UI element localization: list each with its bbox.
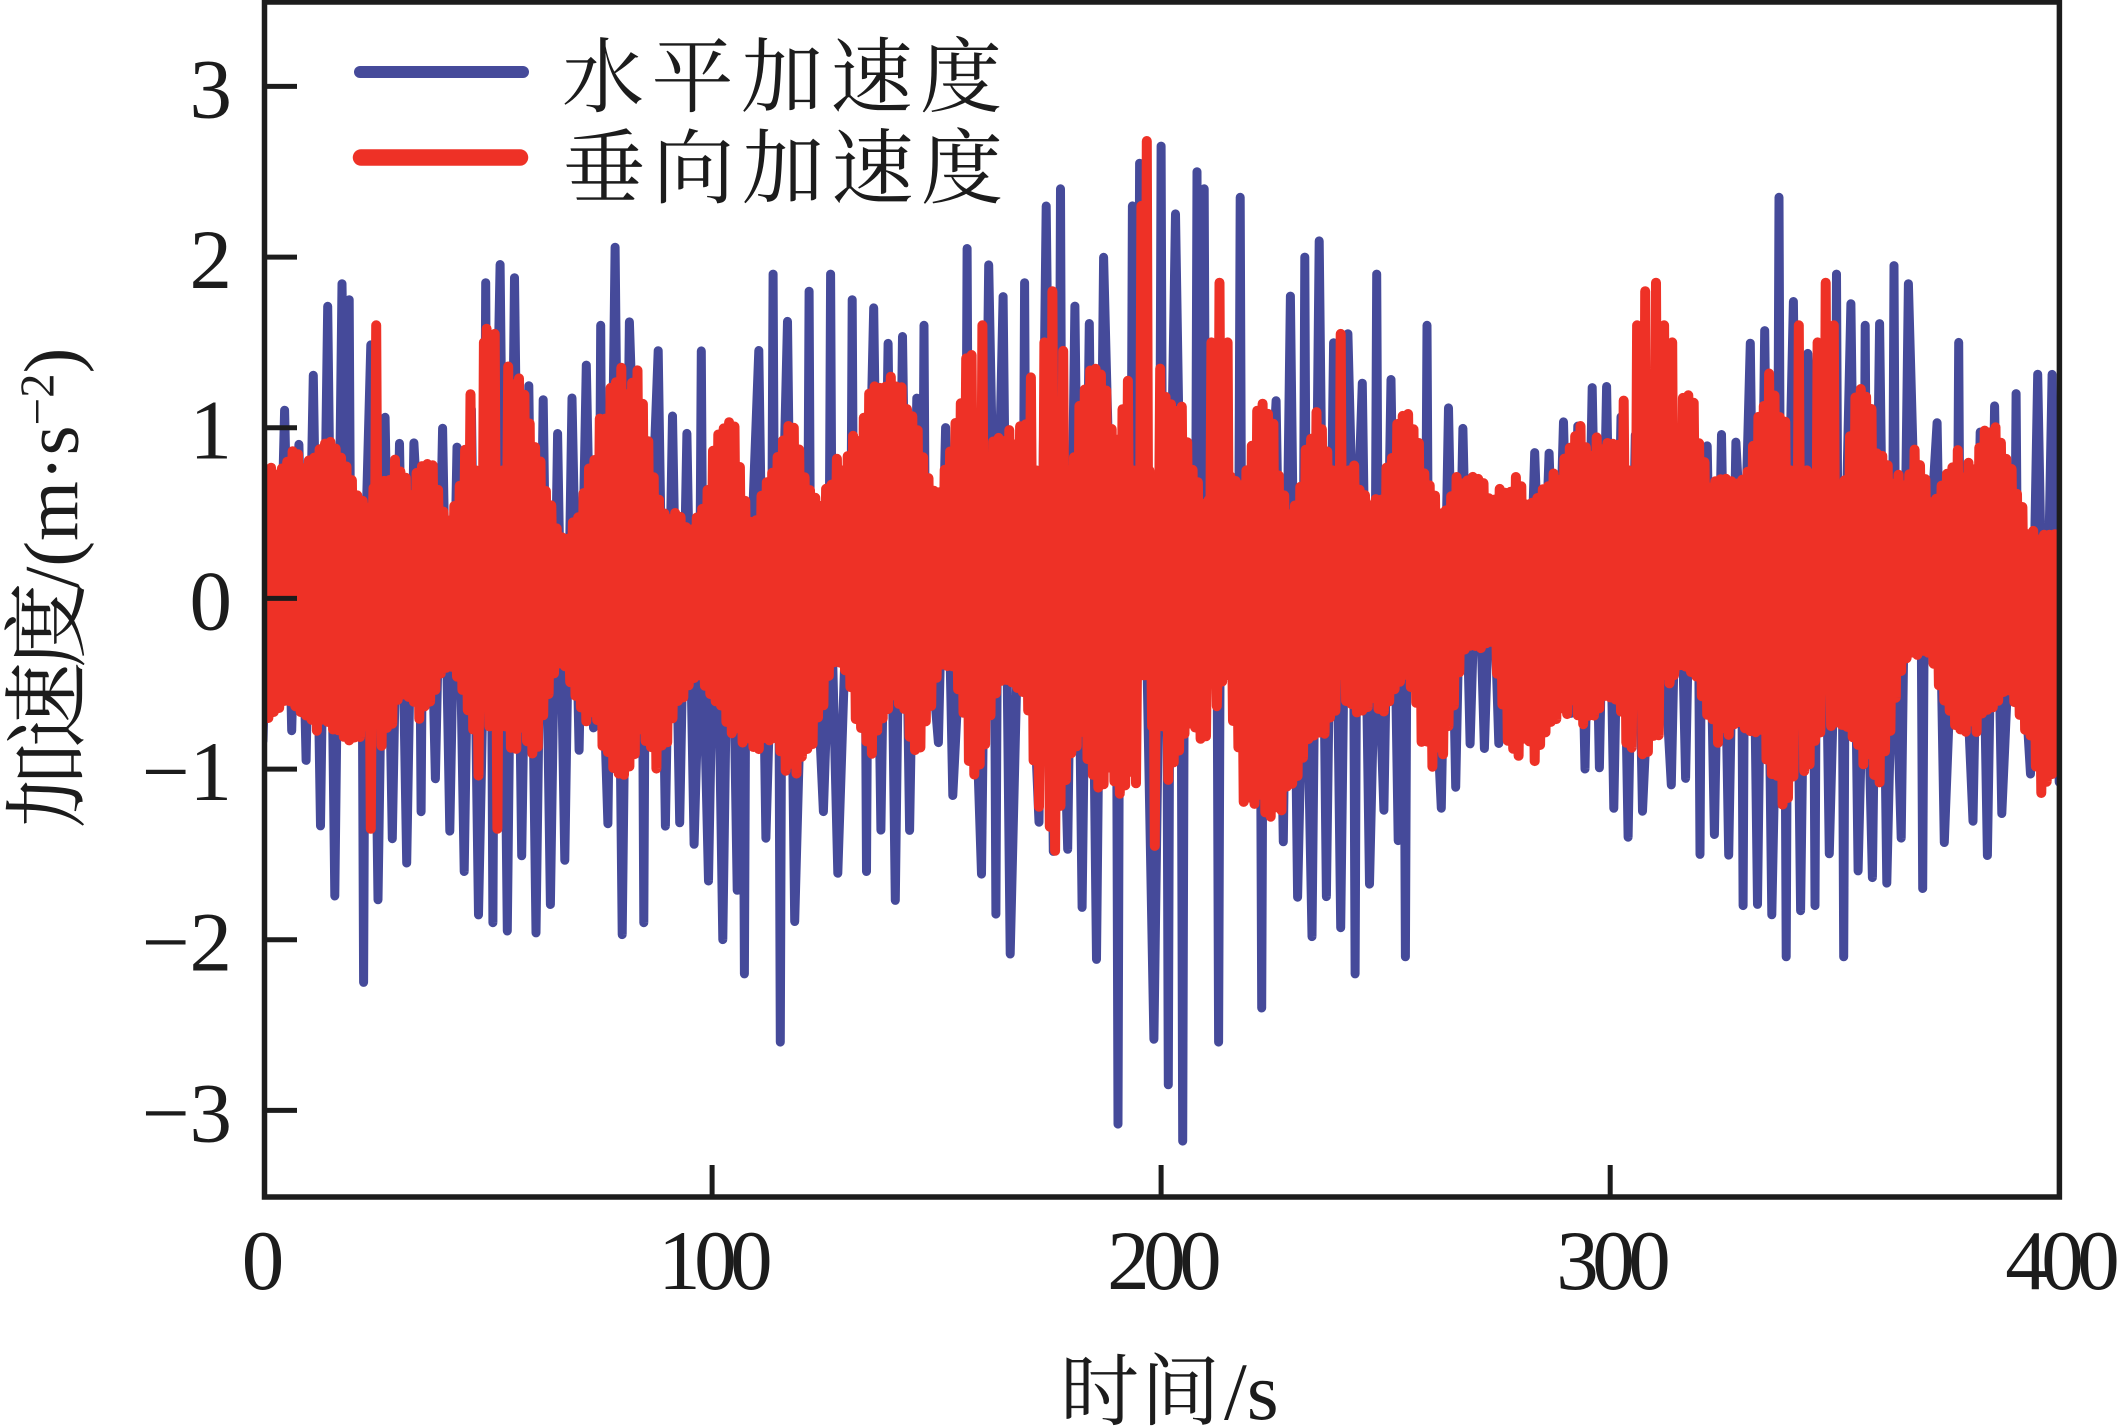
svg-text:0: 0 — [242, 1214, 285, 1308]
svg-text:3: 3 — [190, 42, 233, 136]
svg-text:−1: −1 — [142, 725, 232, 819]
svg-text:300: 300 — [1556, 1214, 1668, 1308]
svg-text:/(m·s−2): /(m·s−2) — [9, 348, 95, 588]
svg-text:2: 2 — [190, 213, 233, 307]
svg-text:400: 400 — [2005, 1214, 2117, 1308]
svg-text:100: 100 — [658, 1214, 770, 1308]
svg-text:−3: −3 — [142, 1066, 232, 1160]
svg-text:1: 1 — [190, 384, 233, 478]
svg-text:/s: /s — [1224, 1346, 1279, 1427]
svg-text:200: 200 — [1107, 1214, 1219, 1308]
svg-text:0: 0 — [190, 554, 233, 648]
svg-text:−2: −2 — [142, 896, 232, 990]
